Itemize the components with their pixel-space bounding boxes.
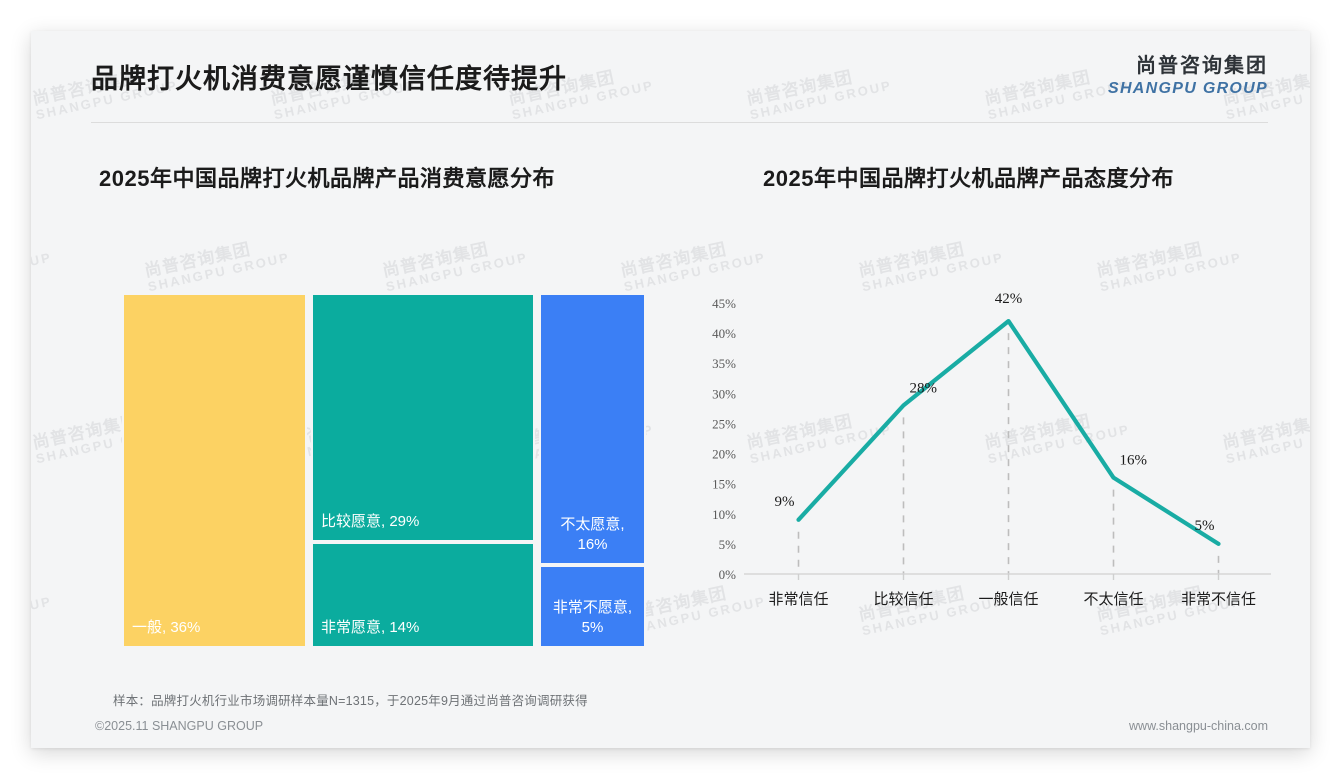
y-axis-tick-label: 30% — [712, 386, 736, 401]
treemap-cell-bijiao-yuanyi[interactable]: 比较愿意, 29% — [311, 293, 535, 542]
treemap-cell-label-line1: 非常不愿意, — [552, 598, 633, 616]
linechart-panel: 2025年中国品牌打火机品牌产品态度分布 45% 40% 35% 30% 25% 20% 1… — [691, 161, 1281, 661]
data-point-label: 28% — [910, 380, 938, 396]
slide-header: 品牌打火机消费意愿谨慎信任度待提升 尚普咨询集团 SHANGPU GROUP — [31, 31, 1310, 123]
x-axis-category-label: 非常不信任 — [1181, 591, 1256, 608]
treemap-cell-label-line2: 16% — [577, 535, 608, 553]
watermark-en: SHANGPU GROUP — [31, 593, 54, 638]
y-axis-tick-label: 45% — [712, 296, 736, 311]
y-axis-tick-label: 25% — [712, 416, 736, 431]
y-axis-tick-label: 10% — [712, 507, 736, 522]
treemap-cell-label-line2: 5% — [581, 618, 604, 636]
brand-logo-en: SHANGPU GROUP — [1107, 79, 1268, 97]
sample-note: 样本：品牌打火机行业市场调研样本量N=1315，于2025年9月通过尚普咨询调研… — [113, 694, 588, 708]
treemap-cell-butai-yuanyi[interactable]: 不太愿意, 16% — [539, 293, 646, 565]
y-axis-tick-label: 15% — [712, 477, 736, 492]
footer-copyright: ©2025.11 SHANGPU GROUP — [95, 719, 264, 733]
treemap-cell-feichang-yuanyi[interactable]: 非常愿意, 14% — [311, 542, 535, 648]
page-title: 品牌打火机消费意愿谨慎信任度待提升 — [91, 64, 567, 94]
treemap-cell-label: 比较愿意, 29% — [321, 512, 420, 530]
slide-card: 尚普咨询集团 SHANGPU GROUP 尚普咨询集团 SHANGPU GROUP 尚普… — [31, 31, 1310, 748]
treemap-chart: 一般, 36% 比较愿意, 29% 非常愿意, 14% 不太愿意, 16% 非常… — [122, 293, 646, 648]
line-series[interactable] — [796, 318, 1221, 546]
treemap-cell-label: 一般, 36% — [132, 618, 201, 636]
brand-logo-cn: 尚普咨询集团 — [1136, 55, 1268, 77]
treemap-cell-label: 非常不愿意, 5% — [545, 598, 640, 639]
treemap-panel: 2025年中国品牌打火机品牌产品消费意愿分布 一般, 36% 比较愿意, 29%… — [67, 161, 667, 661]
header-divider — [91, 122, 1268, 123]
brand-logo: 尚普咨询集团 SHANGPU GROUP — [1107, 55, 1268, 97]
data-point-label: 5% — [1195, 518, 1215, 534]
watermark-en: SHANGPU GROUP — [31, 249, 54, 294]
x-axis-category-label: 不太信任 — [1083, 591, 1143, 608]
watermark-cn: 尚普咨询集团 — [31, 233, 50, 281]
y-axis-tick-label: 40% — [712, 326, 736, 341]
line-chart: 45% 40% 35% 30% 25% 20% 15% 10% 5% 0% 9% 28% 42% 16% 5… — [691, 281, 1281, 611]
treemap-cell-label: 非常愿意, 14% — [321, 618, 420, 636]
y-axis-tick-label: 5% — [719, 537, 737, 552]
treemap-cell-label-line1: 不太愿意, — [560, 515, 625, 533]
treemap-cell-label: 不太愿意, 16% — [545, 515, 640, 556]
line-chart-svg: 45% 40% 35% 30% 25% 20% 15% 10% 5% 0% 9% 28% 42% 16% 5… — [712, 291, 1271, 608]
data-point-label: 42% — [995, 291, 1023, 307]
x-axis-category-label: 非常信任 — [768, 591, 828, 608]
y-axis-tick-label: 20% — [712, 447, 736, 462]
watermark-cn: 尚普咨询集团 — [31, 577, 50, 625]
y-axis-tick-label: 35% — [712, 356, 736, 371]
data-point-label: 16% — [1120, 453, 1148, 469]
treemap-cell-yiban[interactable]: 一般, 36% — [122, 293, 307, 648]
treemap-title: 2025年中国品牌打火机品牌产品消费意愿分布 — [99, 166, 555, 191]
linechart-title: 2025年中国品牌打火机品牌产品态度分布 — [763, 166, 1174, 191]
data-point-label: 9% — [775, 494, 795, 510]
footer-website[interactable]: www.shangpu-china.com — [1129, 719, 1268, 733]
slide-footer: ©2025.11 SHANGPU GROUP www.shangpu-china… — [31, 712, 1310, 748]
x-axis-category-label: 一般信任 — [978, 591, 1038, 608]
y-axis-tick-label: 0% — [719, 567, 737, 582]
x-axis-category-label: 比较信任 — [873, 590, 933, 608]
treemap-cell-feichang-bu-yuanyi[interactable]: 非常不愿意, 5% — [539, 565, 646, 648]
